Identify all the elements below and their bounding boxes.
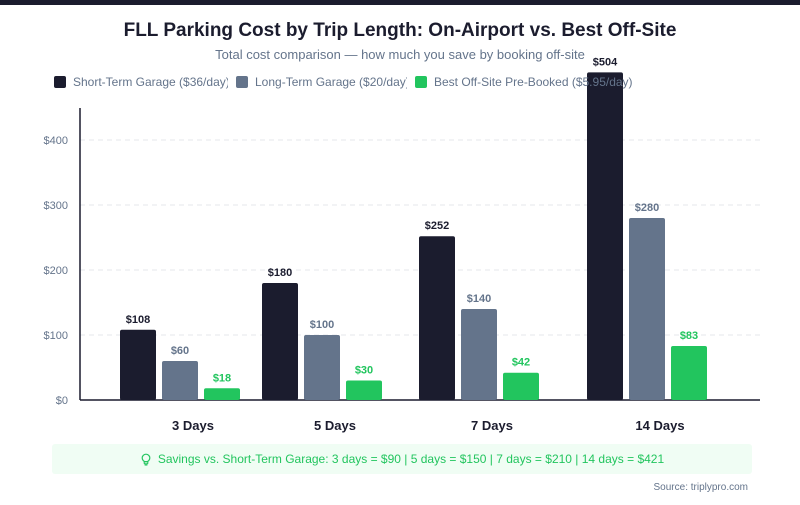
legend-swatch-short-term bbox=[54, 76, 66, 88]
bar-1-3 bbox=[629, 218, 665, 400]
top-accent-bar bbox=[0, 0, 800, 5]
bar-value-label: $18 bbox=[213, 372, 231, 384]
legend-swatch-off-site bbox=[415, 76, 427, 88]
bar-2-0 bbox=[204, 388, 240, 400]
bar-value-label: $30 bbox=[355, 365, 373, 377]
savings-text: Savings vs. Short-Term Garage: 3 days = … bbox=[157, 452, 665, 466]
y-tick-label: $100 bbox=[44, 330, 68, 342]
bar-value-label: $280 bbox=[635, 202, 659, 214]
bar-value-label: $108 bbox=[126, 314, 150, 326]
legend-label-off-site: Best Off-Site Pre-Booked ($5.95/day) bbox=[434, 75, 633, 89]
x-category-label: 14 Days bbox=[635, 418, 684, 433]
bar-1-2 bbox=[461, 309, 497, 400]
y-tick-label: $400 bbox=[44, 135, 68, 147]
y-tick-label: $200 bbox=[44, 265, 68, 277]
bar-value-label: $180 bbox=[268, 267, 292, 279]
bar-2-3 bbox=[671, 346, 707, 400]
bar-value-label: $100 bbox=[310, 319, 334, 331]
bar-value-label: $83 bbox=[680, 330, 698, 342]
legend: Short-Term Garage ($36/day) Long-Term Ga… bbox=[54, 74, 641, 90]
x-category-label: 7 Days bbox=[471, 418, 513, 433]
bar-value-label: $140 bbox=[467, 293, 491, 305]
savings-note: Savings vs. Short-Term Garage: 3 days = … bbox=[52, 444, 752, 474]
legend-item-off-site: Best Off-Site Pre-Booked ($5.95/day) bbox=[415, 75, 633, 89]
bar-2-2 bbox=[503, 372, 539, 400]
chart-subtitle: Total cost comparison — how much you sav… bbox=[215, 47, 585, 62]
source-credit: Source: triplypro.com bbox=[653, 482, 748, 493]
legend-label-long-term: Long-Term Garage ($20/day) bbox=[255, 75, 407, 89]
x-category-label: 5 Days bbox=[314, 418, 356, 433]
x-category-label: 3 Days bbox=[172, 418, 214, 433]
bar-value-label: $252 bbox=[425, 220, 449, 232]
legend-item-short-term: Short-Term Garage ($36/day) bbox=[54, 75, 228, 89]
chart-title: FLL Parking Cost by Trip Length: On-Airp… bbox=[123, 20, 677, 41]
y-tick-label: $0 bbox=[56, 395, 68, 407]
legend-label-short-term: Short-Term Garage ($36/day) bbox=[73, 75, 228, 89]
lightbulb-icon bbox=[140, 453, 152, 466]
legend-item-long-term: Long-Term Garage ($20/day) bbox=[236, 75, 407, 89]
bar-value-label: $42 bbox=[512, 357, 530, 369]
bar-1-0 bbox=[162, 361, 198, 400]
y-tick-label: $300 bbox=[44, 200, 68, 212]
bar-0-3 bbox=[587, 72, 623, 401]
bar-0-2 bbox=[419, 236, 455, 400]
bar-2-1 bbox=[346, 380, 382, 400]
bar-value-label: $60 bbox=[171, 345, 189, 357]
bar-1-1 bbox=[304, 335, 340, 400]
bar-value-label: $504 bbox=[593, 56, 618, 68]
bar-0-1 bbox=[262, 283, 298, 400]
bar-0-0 bbox=[120, 329, 156, 400]
legend-swatch-long-term bbox=[236, 76, 248, 88]
